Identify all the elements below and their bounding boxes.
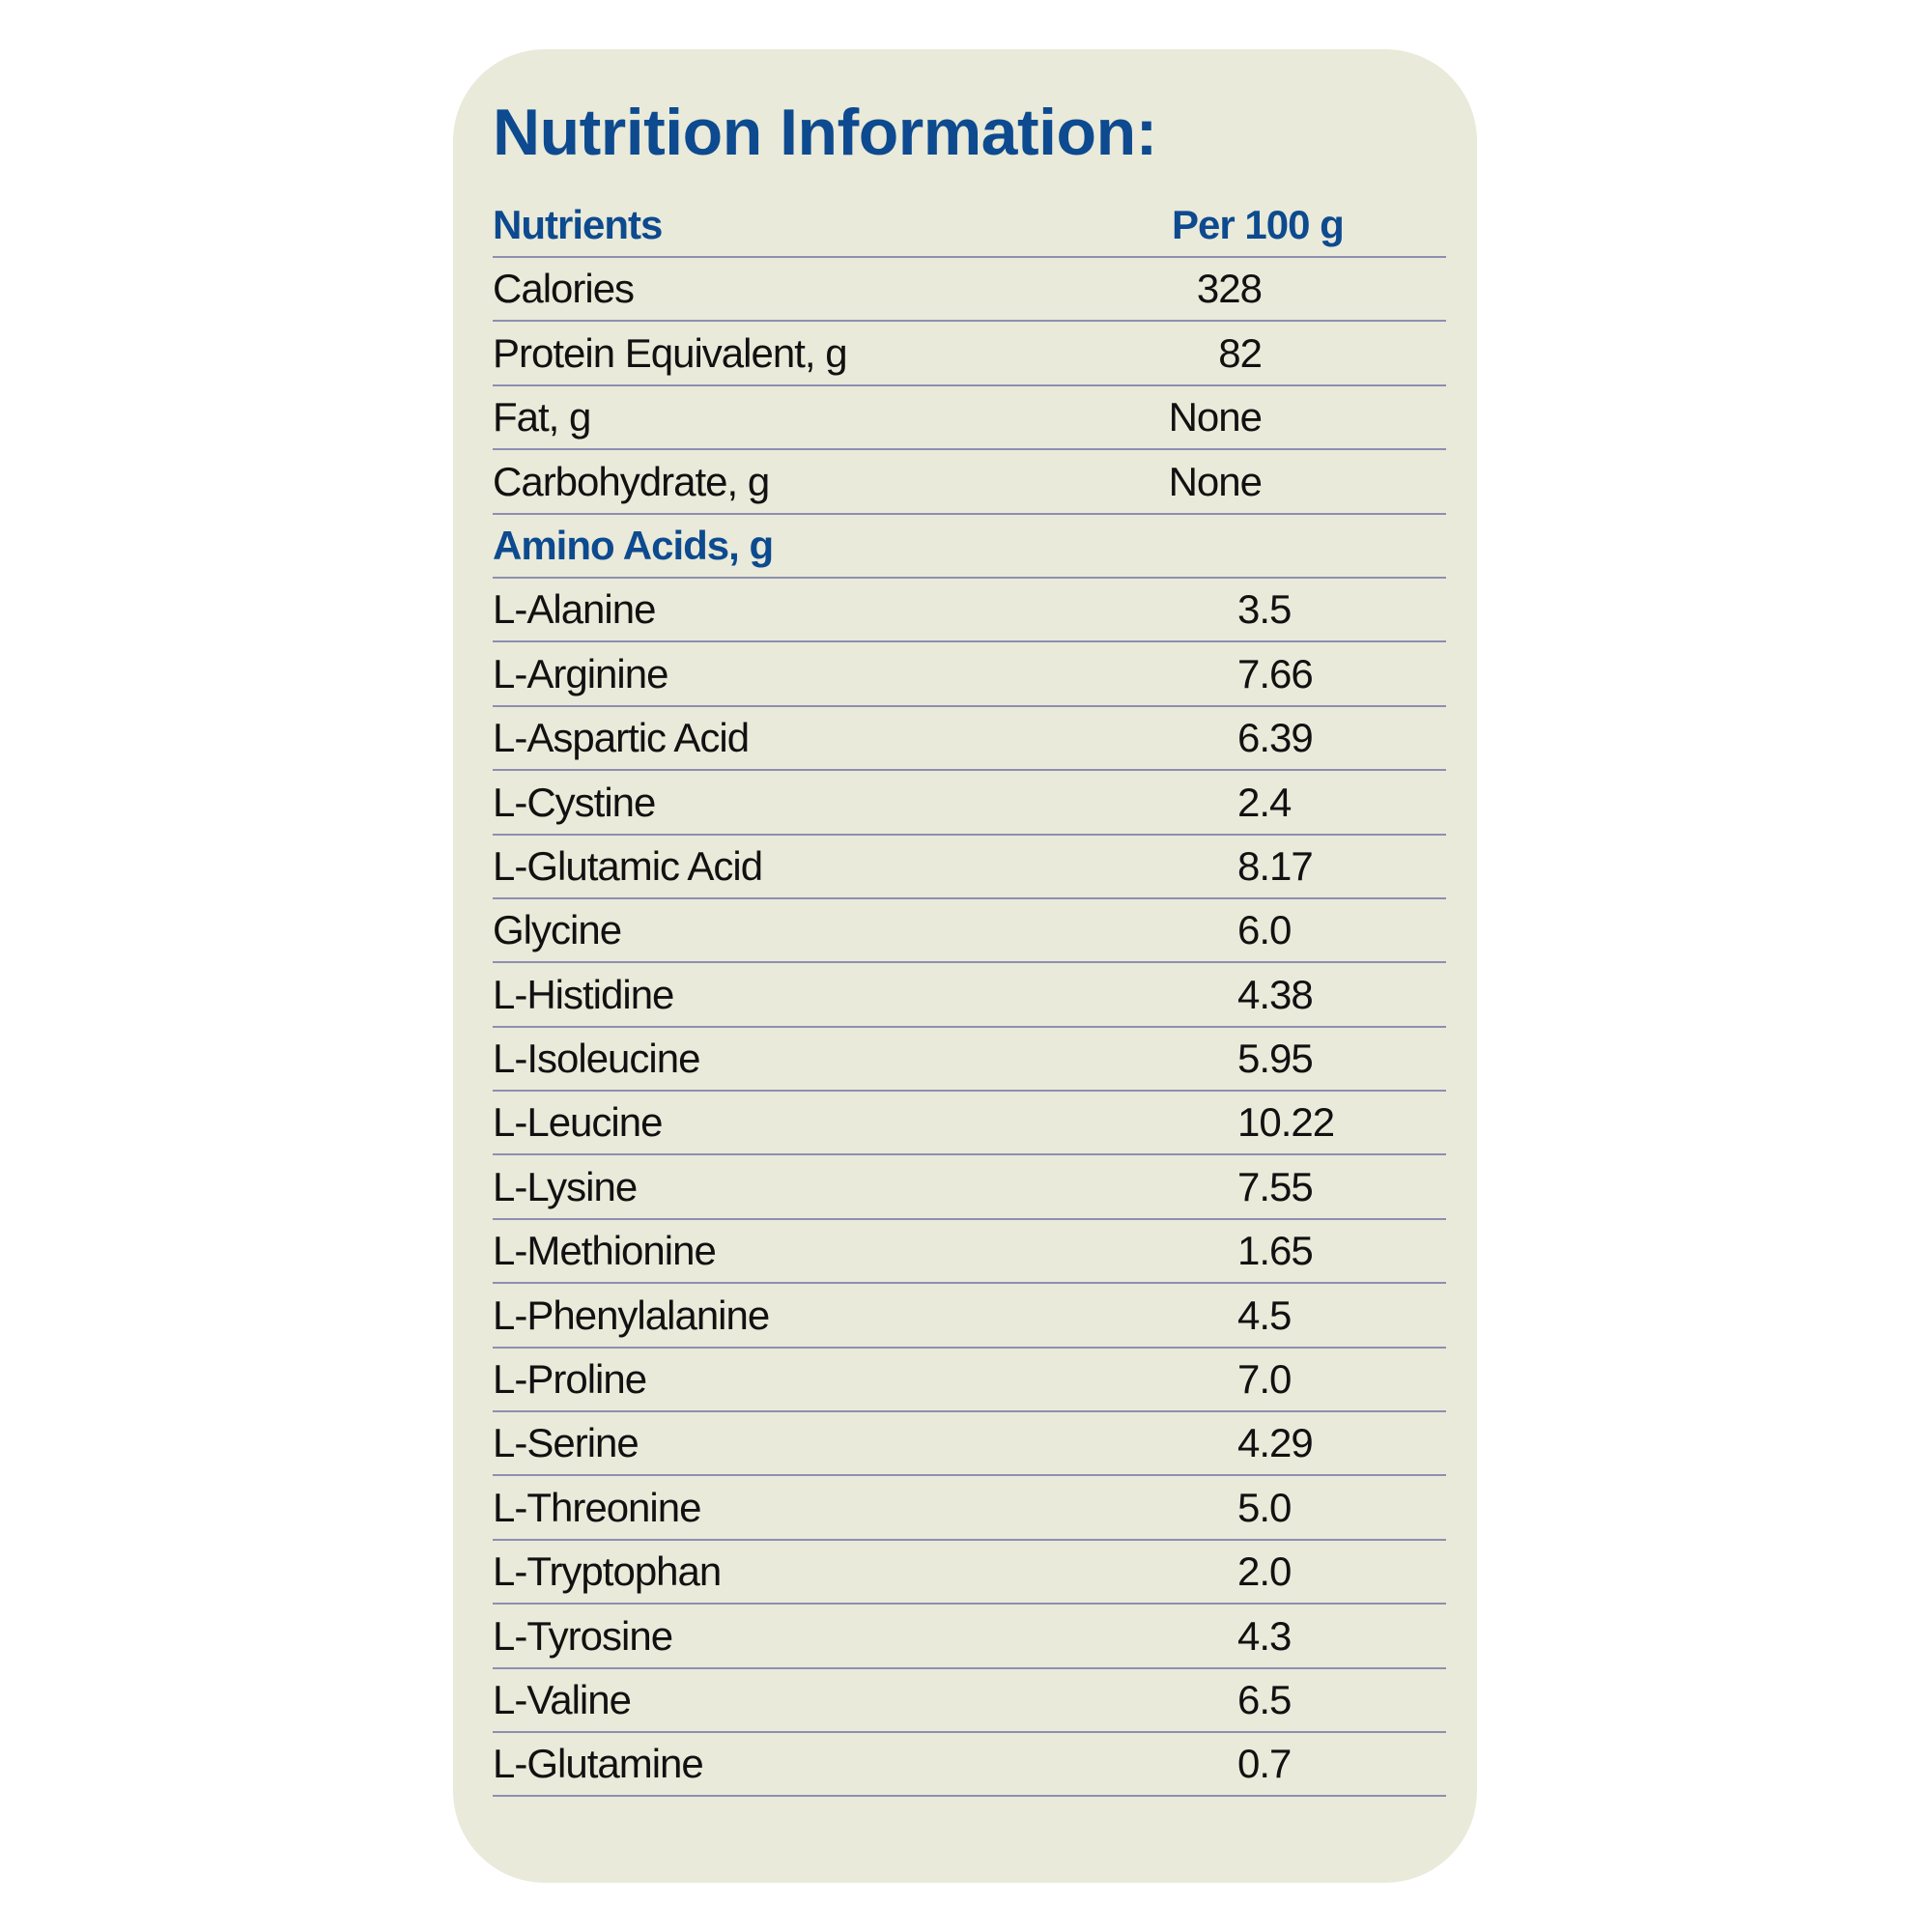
- amino-acid-name: L-Valine: [493, 1676, 632, 1722]
- nutrition-table: Nutrients Per 100 g Calories 328 Protein E…: [493, 193, 1446, 1798]
- table-row: L-Glutamic Acid 8.17: [493, 836, 1446, 899]
- amino-acid-name: L-Alanine: [493, 586, 656, 633]
- nutrient-name: Calories: [493, 266, 635, 312]
- amino-acid-name: L-Histidine: [493, 971, 674, 1017]
- table-row: L-Leucine 10.22: [493, 1092, 1446, 1156]
- amino-acid-value: 4.3: [1237, 1612, 1292, 1659]
- amino-acid-name: L-Glutamine: [493, 1741, 704, 1787]
- table-row: L-Alanine 3.5: [493, 579, 1446, 643]
- amino-acid-value: 0.7: [1237, 1741, 1292, 1787]
- amino-acid-value: 7.66: [1237, 650, 1314, 696]
- amino-acid-value: 5.0: [1237, 1484, 1292, 1530]
- amino-acid-name: L-Proline: [493, 1356, 647, 1403]
- table-row: L-Methionine 1.65: [493, 1220, 1446, 1285]
- table-row: L-Valine 6.5: [493, 1669, 1446, 1733]
- amino-acid-name: L-Lysine: [493, 1163, 638, 1209]
- nutrient-value: 328: [1196, 266, 1263, 312]
- amino-acid-name: L-Cystine: [493, 779, 656, 825]
- amino-acid-name: L-Glutamic Acid: [493, 842, 763, 889]
- table-row: L-Serine 4.29: [493, 1412, 1446, 1477]
- page-title: Nutrition Information:: [493, 96, 1157, 169]
- amino-acid-name: L-Methionine: [493, 1228, 717, 1274]
- amino-acid-value: 4.29: [1237, 1420, 1314, 1466]
- per-100g-column-header: Per 100 g: [1172, 202, 1345, 247]
- nutrition-card: [453, 49, 1477, 1883]
- amino-acid-name: L-Tryptophan: [493, 1548, 722, 1595]
- amino-acid-value: 6.5: [1237, 1676, 1292, 1722]
- amino-acid-name: L-Leucine: [493, 1099, 663, 1146]
- table-row: Protein Equivalent, g 82: [493, 322, 1446, 386]
- amino-acid-name: Glycine: [493, 907, 622, 953]
- amino-acid-value: 3.5: [1237, 586, 1292, 633]
- nutrient-value: None: [1168, 458, 1263, 504]
- amino-acid-value: 6.39: [1237, 715, 1314, 761]
- amino-acid-value: 7.55: [1237, 1163, 1314, 1209]
- amino-acids-heading: Amino Acids, g: [493, 522, 774, 568]
- table-row: Fat, g None: [493, 386, 1446, 451]
- table-row: L-Tryptophan 2.0: [493, 1541, 1446, 1605]
- amino-acids-section-row: Amino Acids, g: [493, 515, 1446, 579]
- nutrient-name: Fat, g: [493, 394, 591, 440]
- amino-acid-name: L-Serine: [493, 1420, 639, 1466]
- table-row: Calories 328: [493, 258, 1446, 323]
- amino-acid-value: 8.17: [1237, 842, 1314, 889]
- amino-acid-value: 6.0: [1237, 907, 1292, 953]
- table-row: L-Aspartic Acid 6.39: [493, 707, 1446, 772]
- table-header-row: Nutrients Per 100 g: [493, 193, 1446, 258]
- table-row: L-Isoleucine 5.95: [493, 1028, 1446, 1093]
- nutrient-name: Protein Equivalent, g: [493, 329, 848, 376]
- amino-acid-name: L-Arginine: [493, 650, 668, 696]
- amino-acid-name: L-Threonine: [493, 1484, 701, 1530]
- nutrient-value: None: [1168, 394, 1263, 440]
- table-row: L-Glutamine 0.7: [493, 1733, 1446, 1798]
- amino-acid-name: L-Phenylalanine: [493, 1292, 770, 1338]
- table-row: L-Histidine 4.38: [493, 963, 1446, 1028]
- table-row: L-Cystine 2.4: [493, 771, 1446, 836]
- table-row: L-Proline 7.0: [493, 1349, 1446, 1413]
- amino-acid-name: L-Tyrosine: [493, 1612, 673, 1659]
- table-row: L-Phenylalanine 4.5: [493, 1284, 1446, 1349]
- table-row: L-Tyrosine 4.3: [493, 1605, 1446, 1669]
- nutrient-value: 82: [1218, 329, 1263, 376]
- table-row: L-Lysine 7.55: [493, 1155, 1446, 1220]
- amino-acid-value: 2.4: [1237, 779, 1292, 825]
- table-row: Glycine 6.0: [493, 899, 1446, 964]
- amino-acid-value: 7.0: [1237, 1356, 1292, 1403]
- amino-acid-value: 4.5: [1237, 1292, 1292, 1338]
- amino-acid-value: 4.38: [1237, 971, 1314, 1017]
- table-row: Carbohydrate, g None: [493, 450, 1446, 515]
- amino-acid-value: 2.0: [1237, 1548, 1292, 1595]
- amino-acid-value: 1.65: [1237, 1228, 1314, 1274]
- nutrients-column-header: Nutrients: [493, 202, 663, 247]
- amino-acid-name: L-Aspartic Acid: [493, 715, 750, 761]
- amino-acid-value: 5.95: [1237, 1036, 1314, 1082]
- amino-acid-name: L-Isoleucine: [493, 1036, 700, 1082]
- table-row: L-Threonine 5.0: [493, 1476, 1446, 1541]
- nutrient-name: Carbohydrate, g: [493, 458, 770, 504]
- amino-acid-value: 10.22: [1237, 1099, 1335, 1146]
- table-row: L-Arginine 7.66: [493, 642, 1446, 707]
